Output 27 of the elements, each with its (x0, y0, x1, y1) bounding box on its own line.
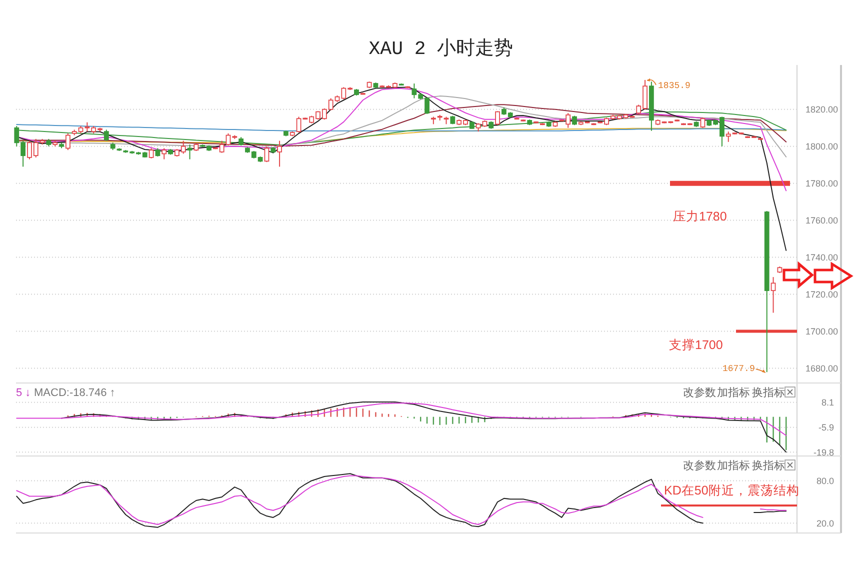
ref-line-label: 压力1780 (673, 209, 727, 224)
annotation: 换指标 (752, 460, 785, 472)
annotation: 1835.9 (658, 80, 690, 91)
annotation: 5 ↓ (16, 387, 31, 399)
y-tick-label: 1780.00 (805, 178, 838, 189)
y-tick-label: 1740.00 (805, 252, 838, 262)
y-tick-label: 1700.00 (805, 326, 838, 336)
y-tick-label: 1760.00 (805, 216, 838, 226)
ref-line-label: KD在50附近，震荡结构 (664, 483, 800, 498)
y-tick-label: 1820.00 (805, 104, 838, 115)
y-tick-label: 1720.00 (805, 289, 838, 300)
annotation: 换指标 (752, 387, 785, 399)
annotation: 改参数 (683, 459, 716, 472)
chart-title: XAU 2 小时走势 (368, 38, 514, 60)
y-tick-label: 8.1 (821, 398, 834, 408)
y-tick-label: 1680.00 (805, 363, 838, 374)
y-tick-label: 1800.00 (805, 142, 838, 152)
y-tick-label: 20.0 (816, 518, 834, 528)
y-tick-label: -19.8 (813, 447, 834, 458)
y-tick-label: 80.0 (816, 476, 834, 486)
annotation: 加指标 (717, 386, 750, 399)
annotation: MACD:-18.746 ↑ (34, 387, 116, 399)
annotation: 1677.9 (722, 364, 755, 374)
annotation: 改参数 (683, 386, 716, 399)
annotation: 加指标 (717, 459, 750, 472)
ref-line-label: 支撑1700 (669, 338, 723, 352)
y-tick-label: -5.9 (818, 422, 834, 433)
